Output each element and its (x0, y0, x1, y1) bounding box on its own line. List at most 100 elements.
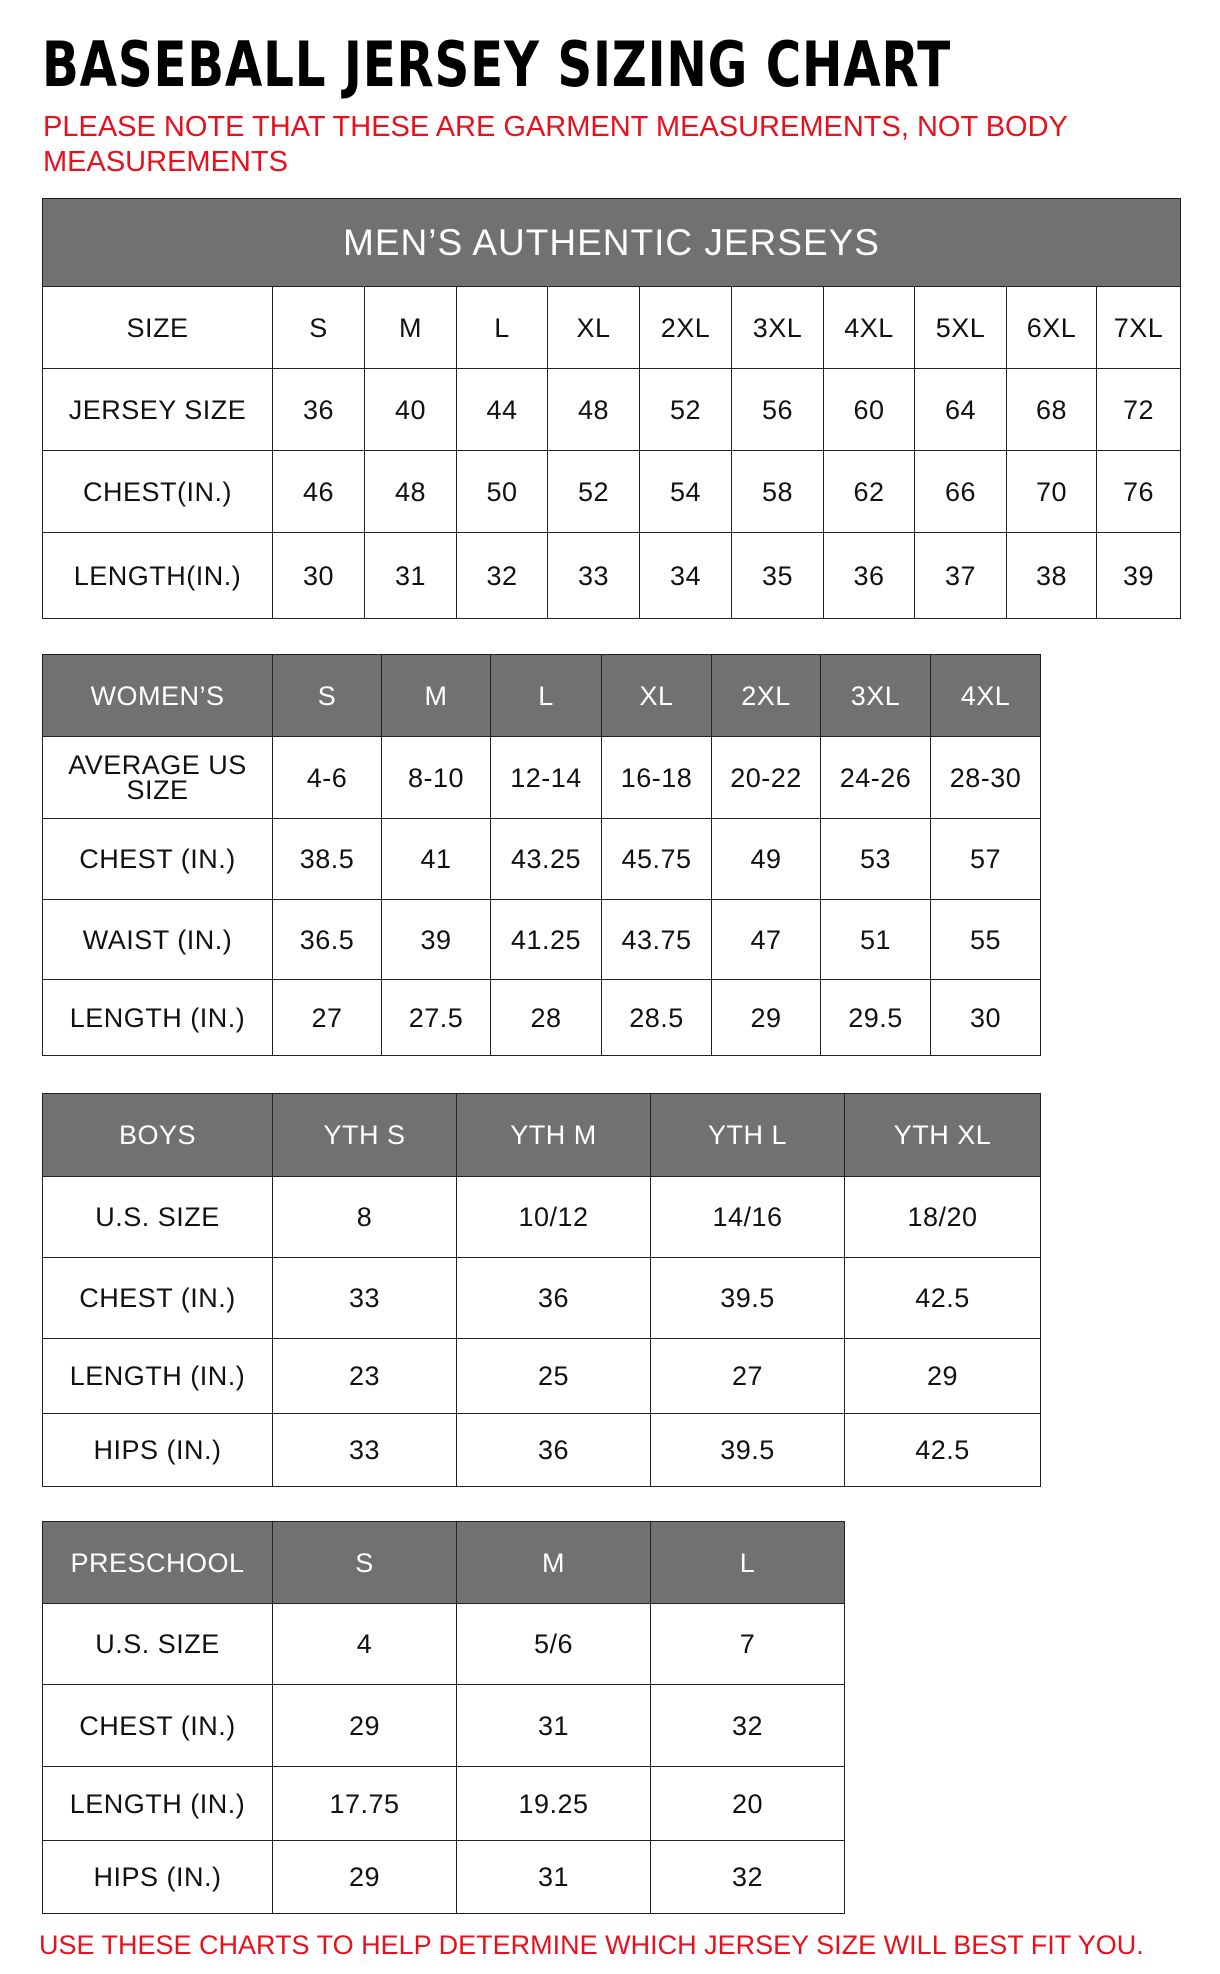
table-row: AVERAGE US SIZE 4-6 8-10 12-14 16-18 20-22 24-… (42, 736, 1041, 819)
table-cell: 58 (731, 450, 824, 533)
row-label: LENGTH(IN.) (42, 532, 273, 619)
column-header: 7XL (1095, 286, 1182, 369)
row-label: LENGTH (IN.) (42, 1338, 273, 1414)
table-cell: 31 (456, 1684, 651, 1767)
table-cell: 31 (364, 532, 457, 619)
table-cell: 36.5 (272, 899, 382, 980)
table-row: LENGTH (IN.) 27 27.5 28 28.5 29 29.5 30 (42, 979, 1041, 1056)
row-label: CHEST (IN.) (42, 1684, 273, 1767)
table-cell: 53 (820, 818, 931, 900)
table-cell: 29 (272, 1840, 457, 1914)
table-cell: 76 (1095, 450, 1182, 533)
table-cell: 39 (1095, 532, 1182, 619)
table-cell: 45.75 (601, 818, 712, 900)
table-cell: 33 (547, 532, 640, 619)
table-cell: 44 (456, 368, 548, 451)
column-header: 3XL (731, 286, 824, 369)
table-cell: 5/6 (456, 1603, 651, 1685)
table-cell: 33 (272, 1257, 457, 1339)
table-cell: 17.75 (272, 1766, 457, 1841)
table-cell: 39.5 (650, 1257, 845, 1339)
row-label: HIPS (IN.) (42, 1840, 273, 1914)
table-cell: 43.75 (601, 899, 712, 980)
mens-size-table: MEN’S AUTHENTIC JERSEYS SIZE S M L XL 2XL 3XL 4X… (41, 198, 1182, 619)
table-cell: 38.5 (272, 818, 382, 900)
table-cell: 20-22 (711, 736, 821, 819)
table-cell: 64 (914, 368, 1007, 451)
table-cell: 35 (731, 532, 824, 619)
table-row: JERSEY SIZE 36 40 44 48 52 56 60 64 68 72 (42, 368, 1182, 451)
table-cell: 56 (731, 368, 824, 451)
column-header: BOYS (42, 1093, 273, 1177)
table-row: LENGTH (IN.) 17.75 19.25 20 (42, 1766, 845, 1841)
table-cell: 68 (1006, 368, 1097, 451)
table-cell: 48 (364, 450, 457, 533)
table-cell: 18/20 (844, 1176, 1041, 1258)
row-label: CHEST (IN.) (42, 1257, 273, 1339)
column-header: YTH M (456, 1093, 651, 1177)
column-header: 4XL (823, 286, 915, 369)
table-cell: 43.25 (490, 818, 602, 900)
column-header: S (272, 654, 382, 737)
row-label: CHEST (IN.) (42, 818, 273, 900)
column-header: L (650, 1521, 845, 1604)
table-cell: 32 (456, 532, 548, 619)
table-cell: 57 (930, 818, 1041, 900)
table-cell: 36 (823, 532, 915, 619)
table-cell: 10/12 (456, 1176, 651, 1258)
footer-note: USE THESE CHARTS TO HELP DETERMINE WHICH… (39, 1930, 1144, 1960)
column-header: M (381, 654, 491, 737)
table-cell: 28.5 (601, 979, 712, 1056)
table-row: U.S. SIZE 8 10/12 14/16 18/20 (42, 1176, 1041, 1258)
column-header: XL (547, 286, 640, 369)
row-label: AVERAGE US SIZE (42, 736, 273, 819)
table-cell: 31 (456, 1840, 651, 1914)
table-cell: 52 (547, 450, 640, 533)
table-cell: 27 (272, 979, 382, 1056)
table-row: CHEST (IN.) 33 36 39.5 42.5 (42, 1257, 1041, 1339)
table-cell: 48 (547, 368, 640, 451)
table-cell: 19.25 (456, 1766, 651, 1841)
table-cell: 30 (930, 979, 1041, 1056)
column-header: 6XL (1006, 286, 1097, 369)
table-cell: 60 (823, 368, 915, 451)
table-cell: 32 (650, 1840, 845, 1914)
table-cell: 70 (1006, 450, 1097, 533)
table-cell: 8 (272, 1176, 457, 1258)
table-row: HIPS (IN.) 29 31 32 (42, 1840, 845, 1914)
header-row: BOYS YTH S YTH M YTH L YTH XL (42, 1093, 1041, 1177)
table-row: LENGTH(IN.) 30 31 32 33 34 35 36 37 38 39 (42, 532, 1182, 619)
column-header: WOMEN’S (42, 654, 273, 737)
table-cell: 28-30 (930, 736, 1041, 819)
table-cell: 8-10 (381, 736, 491, 819)
column-header: 3XL (820, 654, 931, 737)
table-cell: 50 (456, 450, 548, 533)
row-label: JERSEY SIZE (42, 368, 273, 451)
womens-size-table: WOMEN’S S M L XL 2XL 3XL 4XL AVERAGE US SIZE 4-6 8… (42, 654, 1041, 1056)
table-cell: 7 (650, 1603, 845, 1685)
column-header: PRESCHOOL (42, 1521, 273, 1604)
table-cell: 66 (914, 450, 1007, 533)
table-cell: 29 (272, 1684, 457, 1767)
table-cell: 55 (930, 899, 1041, 980)
column-header: S (272, 1521, 457, 1604)
table-cell: 62 (823, 450, 915, 533)
table-row: LENGTH (IN.) 23 25 27 29 (42, 1338, 1041, 1414)
table-cell: 27 (650, 1338, 845, 1414)
table-cell: 72 (1095, 368, 1182, 451)
table-row: HIPS (IN.) 33 36 39.5 42.5 (42, 1413, 1041, 1487)
table-row: U.S. SIZE 4 5/6 7 (42, 1603, 845, 1685)
table-cell: 20 (650, 1766, 845, 1841)
column-header: 2XL (711, 654, 821, 737)
table-cell: 41 (381, 818, 491, 900)
column-header: 4XL (930, 654, 1041, 737)
table-cell: 36 (456, 1257, 651, 1339)
table-cell: 4-6 (272, 736, 382, 819)
header-row: PRESCHOOL S M L (42, 1521, 845, 1604)
row-label: LENGTH (IN.) (42, 979, 273, 1056)
table-cell: 40 (364, 368, 457, 451)
column-header: 5XL (914, 286, 1007, 369)
table-row: CHEST (IN.) 38.5 41 43.25 45.75 49 53 57 (42, 818, 1041, 900)
table-cell: 36 (456, 1413, 651, 1487)
table-cell: 38 (1006, 532, 1097, 619)
